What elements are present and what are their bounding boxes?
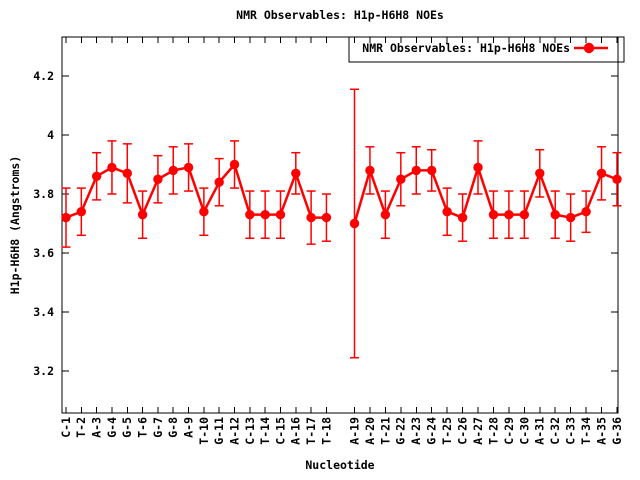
data-point bbox=[168, 165, 178, 176]
y-tick-label: 3.6 bbox=[33, 246, 54, 260]
data-point bbox=[550, 209, 560, 220]
y-tick-label: 3.4 bbox=[33, 305, 54, 319]
data-point bbox=[275, 209, 286, 220]
data-point bbox=[214, 177, 224, 187]
x-tick-label: A-9 bbox=[181, 417, 195, 438]
x-tick-label: A-20 bbox=[363, 417, 377, 445]
data-point bbox=[321, 212, 332, 223]
x-tick-label: G-22 bbox=[394, 417, 408, 445]
x-axis-label: Nucleotide bbox=[305, 458, 374, 472]
data-point bbox=[153, 174, 163, 184]
data-point bbox=[349, 218, 360, 229]
x-tick-label: C-29 bbox=[502, 417, 516, 445]
data-point bbox=[457, 212, 468, 223]
legend-label: NMR Observables: H1p-H6H8 NOEs bbox=[362, 41, 570, 55]
x-tick-label: A-3 bbox=[90, 417, 104, 438]
y-axis-label: H1p-H6H8 (Angstroms) bbox=[8, 156, 22, 294]
axis-ticks: 3.2 3.4 3.6 3.8 4 4.2 C-1 T-2 A-3 G-4 G-5 T-6 G-7 G-8… bbox=[33, 37, 624, 445]
x-tick-label: A-23 bbox=[409, 417, 423, 445]
x-tick-label: T-28 bbox=[486, 417, 500, 445]
data-point bbox=[306, 212, 316, 223]
data-point bbox=[291, 168, 301, 179]
x-tick-label: A-12 bbox=[227, 417, 241, 445]
x-tick-label: T-34 bbox=[579, 417, 593, 445]
legend-marker-icon bbox=[583, 42, 595, 54]
data-point bbox=[137, 209, 148, 220]
x-tick-label: T-18 bbox=[319, 417, 333, 445]
x-tick-label: G-7 bbox=[151, 417, 165, 438]
x-tick-label: C-15 bbox=[273, 417, 287, 445]
x-tick-label: T-14 bbox=[258, 417, 272, 445]
legend-box bbox=[348, 36, 625, 63]
data-point bbox=[91, 171, 102, 181]
y-tick-label: 4 bbox=[47, 128, 54, 142]
data-point bbox=[427, 165, 437, 176]
data-point bbox=[260, 209, 270, 220]
data-point bbox=[107, 162, 117, 173]
series-line bbox=[65, 163, 327, 219]
data-point bbox=[535, 168, 545, 179]
data-point bbox=[565, 212, 576, 223]
x-tick-label: A-35 bbox=[594, 417, 608, 445]
data-point bbox=[365, 165, 375, 176]
x-tick-label: G-8 bbox=[166, 417, 180, 438]
data-series bbox=[61, 88, 622, 359]
data-point bbox=[581, 207, 591, 217]
data-point bbox=[76, 207, 87, 217]
x-tick-label: G-5 bbox=[120, 417, 134, 438]
data-point bbox=[596, 168, 607, 179]
x-tick-label: G-24 bbox=[425, 417, 439, 445]
series-line bbox=[353, 166, 618, 224]
data-point bbox=[229, 159, 240, 170]
x-tick-label: T-21 bbox=[378, 417, 392, 445]
plot-border bbox=[61, 36, 619, 414]
x-tick-label: T-25 bbox=[440, 417, 454, 445]
data-point bbox=[504, 209, 514, 220]
data-point bbox=[61, 212, 71, 223]
data-point bbox=[199, 207, 209, 217]
x-tick-label: A-16 bbox=[289, 417, 303, 445]
data-point bbox=[183, 162, 194, 173]
data-point bbox=[411, 165, 421, 176]
x-tick-label: G-11 bbox=[212, 417, 226, 445]
data-point bbox=[612, 174, 622, 184]
x-tick-label: A-19 bbox=[347, 417, 361, 445]
x-tick-label: T-10 bbox=[197, 417, 211, 445]
x-tick-label: C-1 bbox=[59, 417, 73, 438]
x-tick-label: T-6 bbox=[136, 417, 150, 438]
x-tick-label: A-31 bbox=[533, 417, 547, 445]
x-tick-label: C-30 bbox=[517, 417, 531, 445]
y-tick-label: 3.8 bbox=[33, 187, 54, 201]
x-tick-label: G-36 bbox=[610, 417, 624, 445]
x-tick-label: C-33 bbox=[564, 417, 578, 445]
x-tick-label: T-17 bbox=[304, 417, 318, 445]
x-tick-label: T-2 bbox=[74, 417, 88, 438]
y-tick-label: 3.2 bbox=[33, 364, 54, 378]
y-tick-label: 4.2 bbox=[33, 69, 54, 83]
x-tick-label: C-26 bbox=[455, 417, 469, 445]
chart-title: NMR Observables: H1p-H6H8 NOEs bbox=[236, 8, 444, 22]
data-point bbox=[519, 209, 530, 220]
x-tick-label: A-27 bbox=[471, 417, 485, 445]
data-point bbox=[442, 207, 452, 217]
legend: NMR Observables: H1p-H6H8 NOEs bbox=[348, 36, 625, 63]
data-point bbox=[245, 209, 255, 220]
data-point bbox=[488, 209, 499, 220]
data-point bbox=[396, 174, 406, 184]
x-tick-label: C-13 bbox=[243, 417, 257, 445]
data-point bbox=[122, 168, 132, 179]
x-tick-label: G-4 bbox=[105, 417, 119, 438]
x-tick-label: C-32 bbox=[548, 417, 562, 445]
data-point bbox=[473, 162, 483, 173]
data-point bbox=[380, 209, 391, 220]
